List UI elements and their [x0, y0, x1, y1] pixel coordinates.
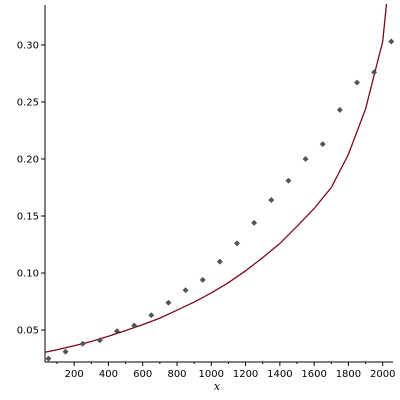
- y-tick-label: 0.05: [17, 326, 39, 337]
- y-ticks: 0.05 0.10 0.15 0.20 0.25 0.30: [17, 40, 45, 337]
- data-point: [199, 276, 206, 283]
- data-point: [371, 69, 378, 76]
- data-point: [62, 348, 69, 355]
- x-tick-label: 1800: [336, 369, 361, 380]
- data-point: [96, 337, 103, 344]
- data-point: [45, 355, 52, 362]
- data-point: [216, 258, 223, 265]
- x-tick-label: 800: [167, 369, 186, 380]
- data-point: [79, 340, 86, 347]
- data-points-layer: [45, 38, 395, 362]
- x-tick-label: 2000: [370, 369, 395, 380]
- y-tick-label: 0.25: [17, 97, 39, 108]
- y-tick-label: 0.10: [17, 269, 39, 280]
- data-point: [388, 38, 395, 45]
- x-ticks: 200 400 600 800 1000 1200 1400 1600 1800 2000: [56, 362, 395, 380]
- data-point: [268, 197, 275, 204]
- y-tick-label: 0.30: [17, 40, 39, 51]
- x-tick-label: 400: [99, 369, 118, 380]
- x-axis-title: x: [214, 380, 221, 393]
- data-point: [114, 328, 120, 335]
- data-point: [148, 312, 155, 319]
- x-tick-label: 1200: [233, 369, 258, 380]
- data-point: [165, 299, 172, 306]
- data-point: [182, 287, 189, 294]
- axes: [44, 5, 393, 363]
- fit-curve-layer: [44, 3, 388, 353]
- x-tick-label: 1000: [199, 369, 224, 380]
- x-tick-label: 600: [133, 369, 152, 380]
- data-point: [251, 219, 258, 226]
- y-tick-label: 0.15: [17, 212, 39, 223]
- data-point: [319, 141, 326, 148]
- data-point: [354, 79, 360, 86]
- x-tick-label: 200: [65, 369, 84, 380]
- data-point: [285, 177, 292, 184]
- data-point: [234, 240, 240, 247]
- data-point: [131, 322, 138, 329]
- data-point: [302, 155, 309, 162]
- x-tick-label: 1600: [301, 369, 326, 380]
- y-tick-label: 0.20: [17, 154, 39, 165]
- data-point: [336, 106, 343, 113]
- fit-curve: [44, 3, 388, 353]
- x-tick-label: 1400: [267, 369, 292, 380]
